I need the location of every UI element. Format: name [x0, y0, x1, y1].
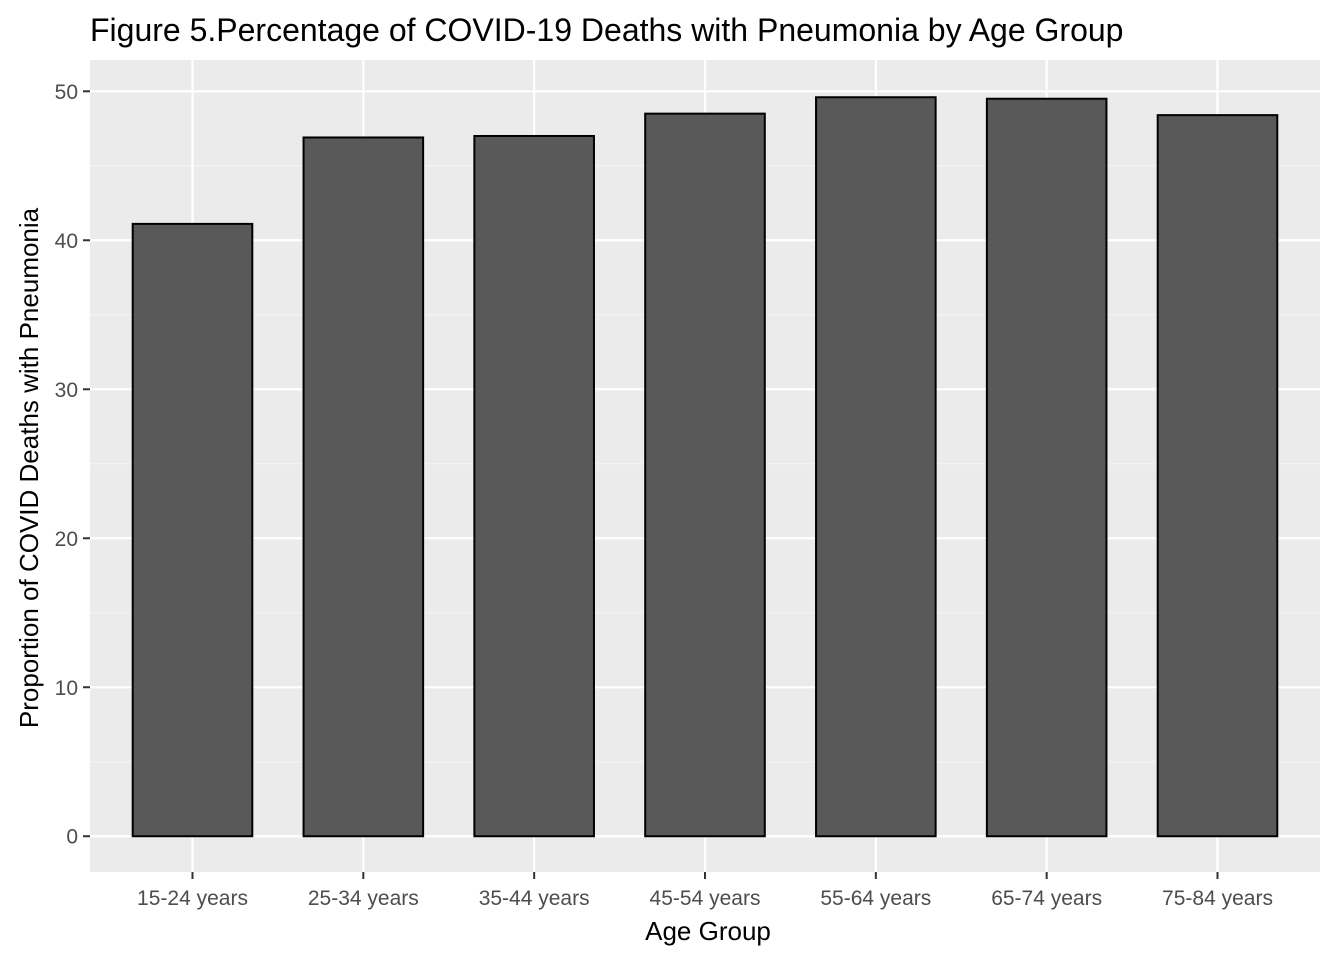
y-axis: 0 10 20 30 40 50 [55, 81, 90, 849]
x-axis-title: Age Group [645, 916, 771, 946]
y-tick-label: 30 [55, 379, 78, 402]
x-tick-label: 65-74 years [991, 887, 1102, 910]
x-tick-label: 45-54 years [650, 887, 761, 910]
chart-title: Figure 5.Percentage of COVID-19 Deaths w… [90, 12, 1123, 48]
x-tick-label: 55-64 years [820, 887, 931, 910]
y-tick-label: 50 [55, 81, 78, 104]
bar-25-34-years [302, 136, 425, 838]
bar-35-44-years [473, 134, 595, 838]
bar-55-64-years [815, 96, 937, 838]
x-tick-label: 25-34 years [308, 887, 419, 910]
y-axis-title: Proportion of COVID Deaths with Pneumoni… [14, 207, 44, 728]
y-tick-label: 10 [55, 677, 78, 700]
x-tick-label: 15-24 years [137, 887, 248, 910]
y-tick-label: 0 [66, 826, 78, 849]
y-tick-label: 40 [55, 230, 78, 253]
bar-75-84-years [1156, 114, 1279, 838]
bars [131, 96, 1279, 838]
bar-65-74-years [985, 97, 1108, 838]
y-tick-label: 20 [55, 528, 78, 551]
bar-45-54-years [644, 112, 766, 838]
x-tick-label: 75-84 years [1162, 887, 1273, 910]
x-tick-label: 35-44 years [479, 887, 590, 910]
bar-15-24-years [131, 222, 254, 838]
x-axis: 15-24 years 25-34 years 35-44 years 45-54 y… [137, 872, 1273, 910]
